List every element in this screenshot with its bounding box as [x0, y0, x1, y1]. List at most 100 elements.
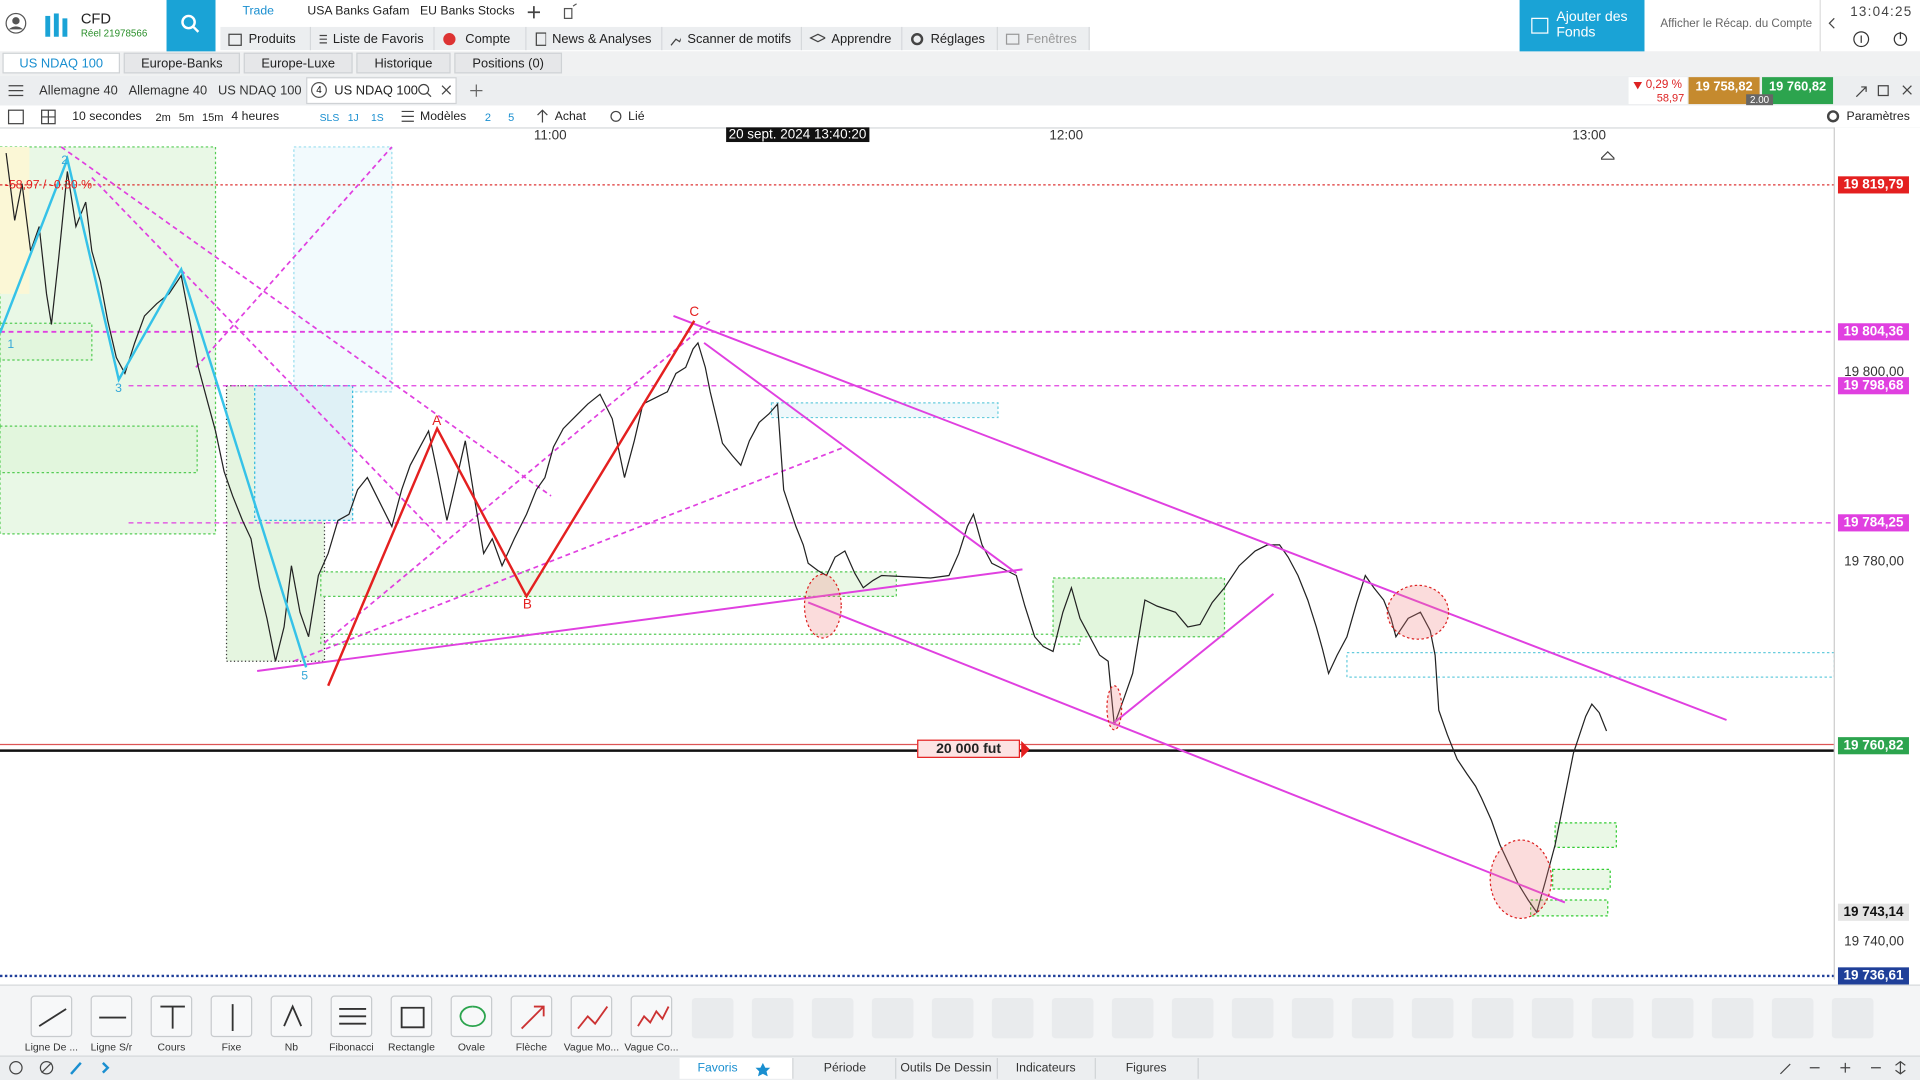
- tool-slot[interactable]: [991, 997, 1034, 1039]
- drawing-tool[interactable]: [510, 995, 553, 1038]
- tool-slot[interactable]: [1771, 997, 1814, 1039]
- window-controls[interactable]: [1854, 82, 1915, 99]
- account-recap[interactable]: Afficher le Récap. du Compte: [1660, 17, 1813, 31]
- tool-slot[interactable]: [1411, 997, 1454, 1039]
- tool-slot[interactable]: [1291, 997, 1334, 1039]
- drawing-tool-label: Ovale: [457, 1040, 486, 1054]
- tool-slot[interactable]: [691, 997, 734, 1039]
- timeframe[interactable]: 5m: [178, 110, 195, 124]
- tool-slot[interactable]: [1831, 997, 1874, 1039]
- chart-tab[interactable]: US NDAQ 100: [217, 83, 302, 98]
- tool-glyph: [637, 1006, 670, 1027]
- add-funds-button[interactable]: Ajouter des Fonds: [1519, 0, 1645, 52]
- workspace-tab[interactable]: US NDAQ 100: [2, 52, 121, 74]
- chart-tab[interactable]: Allemagne 40: [39, 83, 118, 98]
- tool-slot[interactable]: [1351, 997, 1394, 1039]
- top-tab[interactable]: USA Banks Gafam: [307, 4, 410, 19]
- collapse[interactable]: [1819, 0, 1843, 52]
- workspace-tab[interactable]: Historique: [356, 52, 451, 74]
- menu-button[interactable]: Apprendre: [802, 26, 903, 51]
- workspace-tab[interactable]: Positions (0): [454, 52, 563, 74]
- menu-button[interactable]: Réglages: [902, 26, 998, 51]
- sell-price[interactable]: 19 758,82: [1688, 77, 1760, 105]
- bottom-icons[interactable]: [7, 1059, 117, 1076]
- menu-label: Apprendre: [831, 31, 892, 46]
- tool-slot[interactable]: [1051, 997, 1094, 1039]
- scroll-marker[interactable]: [1601, 150, 1615, 160]
- menu-button[interactable]: Compte: [434, 26, 527, 51]
- menu-button[interactable]: Produits: [220, 26, 312, 51]
- count[interactable]: 2: [484, 110, 492, 124]
- timeframe[interactable]: 15m: [202, 110, 224, 124]
- buy-icon: [537, 109, 548, 123]
- tool-slot[interactable]: [1651, 997, 1694, 1039]
- range[interactable]: SLS: [319, 110, 340, 124]
- top-tab[interactable]: EU Banks Stocks: [420, 4, 515, 19]
- pin-icon[interactable]: [561, 3, 578, 21]
- tool-slot[interactable]: [1171, 997, 1214, 1039]
- wave-label: 2: [61, 154, 69, 168]
- bottom-tab[interactable]: Indicateurs: [997, 1057, 1096, 1079]
- menu-button[interactable]: News & Analyses: [526, 26, 663, 51]
- zone: [1552, 868, 1611, 890]
- templates-icon: [401, 110, 414, 122]
- tool-slot[interactable]: [811, 997, 854, 1039]
- timeframe[interactable]: 2m: [155, 110, 171, 124]
- tool-slot[interactable]: [1471, 997, 1514, 1039]
- drawing-tool[interactable]: [630, 995, 673, 1038]
- tool-slot[interactable]: [931, 997, 974, 1039]
- add-chart-tab[interactable]: [468, 82, 485, 99]
- drawing-tool[interactable]: [210, 995, 253, 1038]
- layout-icons[interactable]: [7, 109, 56, 125]
- buy-price[interactable]: 19 760,82: [1762, 77, 1834, 105]
- menu-button[interactable]: Fenêtres: [997, 26, 1090, 51]
- bottom-tab[interactable]: Outils De Dessin: [895, 1057, 998, 1079]
- bottom-tab[interactable]: Période: [795, 1057, 897, 1079]
- spread: 2.00: [1746, 94, 1774, 106]
- tool-slot[interactable]: [1531, 997, 1574, 1039]
- drawing-tool[interactable]: [390, 995, 433, 1038]
- workspace-tab[interactable]: Europe-Banks: [123, 52, 241, 74]
- linked[interactable]: Lié: [628, 110, 645, 124]
- workspace-tab[interactable]: Europe-Luxe: [243, 52, 353, 74]
- timeframe[interactable]: 4 heures: [231, 110, 280, 124]
- drawing-tool[interactable]: [150, 995, 193, 1038]
- search-button[interactable]: [166, 0, 216, 52]
- header-icons[interactable]: [1851, 29, 1912, 49]
- bottom-tab[interactable]: Favoris: [679, 1057, 794, 1079]
- bottom-tab[interactable]: Figures: [1095, 1057, 1199, 1079]
- tool-slot[interactable]: [751, 997, 794, 1039]
- drawing-tool[interactable]: [30, 995, 73, 1038]
- drawing-tool[interactable]: [570, 995, 613, 1038]
- user-icon[interactable]: [5, 12, 27, 34]
- tool-slot[interactable]: [1111, 997, 1154, 1039]
- tool-slot[interactable]: [871, 997, 914, 1039]
- range[interactable]: 1J: [347, 110, 359, 124]
- drawing-tool[interactable]: [450, 995, 493, 1038]
- side[interactable]: Achat: [554, 110, 587, 124]
- menu-button[interactable]: Scanner de motifs: [662, 26, 803, 51]
- tool-slot[interactable]: [1711, 997, 1754, 1039]
- hamburger[interactable]: [7, 83, 24, 98]
- templates[interactable]: Modèles: [420, 110, 467, 124]
- add-tab[interactable]: [525, 4, 542, 21]
- chart-tab[interactable]: Allemagne 40: [128, 83, 208, 98]
- price-axis-label: 19 740,00: [1844, 934, 1905, 949]
- tool-slot[interactable]: [1591, 997, 1634, 1039]
- interval[interactable]: 10 secondes: [72, 110, 142, 124]
- range[interactable]: 1S: [371, 110, 384, 124]
- count[interactable]: 5: [508, 110, 515, 124]
- chart-tab-active[interactable]: [306, 77, 457, 105]
- drawing-tool-label: Flèche: [515, 1040, 548, 1054]
- tool-slot[interactable]: [1231, 997, 1274, 1039]
- settings[interactable]: Paramètres: [1846, 110, 1910, 124]
- top-tab[interactable]: Trade: [242, 4, 274, 19]
- tab-actions[interactable]: [418, 82, 455, 99]
- drawing-tool[interactable]: [270, 995, 313, 1038]
- drawing-tool[interactable]: [330, 995, 373, 1038]
- menu-button[interactable]: Liste de Favoris: [311, 26, 435, 51]
- zoom-controls[interactable]: [1778, 1059, 1915, 1076]
- bottom-bar: [0, 1055, 1920, 1080]
- drawing-tool[interactable]: [90, 995, 133, 1038]
- tool-icon: [38, 1008, 67, 1027]
